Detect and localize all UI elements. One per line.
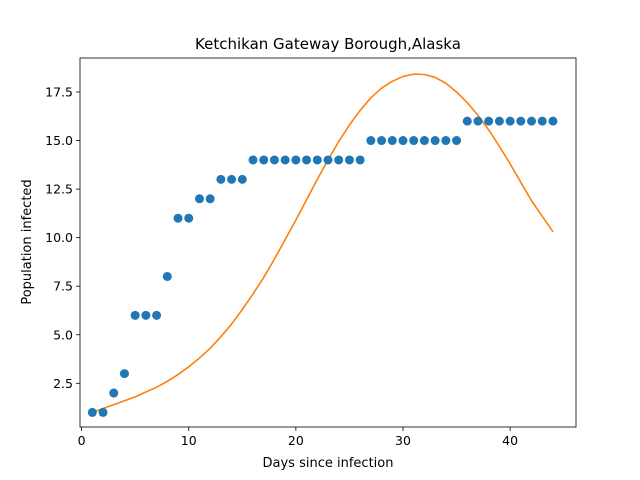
data-point <box>194 194 204 204</box>
x-tick-label: 10 <box>181 433 197 448</box>
data-point <box>162 271 172 281</box>
y-tick-label: 12.5 <box>45 182 73 197</box>
data-point <box>334 155 344 165</box>
data-point <box>494 116 504 126</box>
x-tick-label: 30 <box>395 433 411 448</box>
data-point <box>387 136 397 146</box>
data-point <box>87 407 97 417</box>
data-point <box>323 155 333 165</box>
y-tick-label: 2.5 <box>53 376 73 391</box>
fitted-curve-line <box>92 73 554 414</box>
data-point <box>141 310 151 320</box>
y-tick-label: 7.5 <box>53 279 73 294</box>
x-axis-label: Days since infection <box>263 456 394 471</box>
data-point <box>366 136 376 146</box>
data-point <box>527 116 537 126</box>
data-point <box>302 155 312 165</box>
data-point <box>98 407 108 417</box>
y-axis-ticks: 2.5 5.0 7.5 10.0 12.5 15.0 17.5 <box>45 84 80 391</box>
data-point <box>130 310 140 320</box>
data-point <box>109 388 119 398</box>
data-point <box>473 116 483 126</box>
y-tick-label: 17.5 <box>45 84 73 99</box>
data-point <box>462 116 472 126</box>
data-point <box>441 136 451 146</box>
y-axis-label: Population infected <box>20 179 35 304</box>
data-point <box>119 369 129 379</box>
y-tick-label: 10.0 <box>45 230 73 245</box>
data-point <box>173 213 183 223</box>
data-point <box>409 136 419 146</box>
data-point <box>269 155 279 165</box>
x-axis-ticks: 0 10 20 30 40 <box>78 427 518 448</box>
x-tick-label: 0 <box>78 433 86 448</box>
data-point <box>237 174 247 184</box>
data-point <box>291 155 301 165</box>
data-point <box>227 174 237 184</box>
data-point <box>205 194 215 204</box>
data-point <box>484 116 494 126</box>
plot-layer <box>87 73 558 417</box>
data-point <box>505 116 515 126</box>
data-point <box>312 155 322 165</box>
data-point <box>452 136 462 146</box>
data-point <box>259 155 269 165</box>
x-tick-label: 40 <box>502 433 518 448</box>
data-point <box>344 155 354 165</box>
data-point <box>355 155 365 165</box>
data-point <box>430 136 440 146</box>
data-point <box>377 136 387 146</box>
data-point <box>537 116 547 126</box>
data-point <box>248 155 258 165</box>
data-point <box>419 136 429 146</box>
data-point <box>516 116 526 126</box>
x-tick-label: 20 <box>288 433 304 448</box>
chart-title: Ketchikan Gateway Borough,Alaska <box>195 35 461 53</box>
y-tick-label: 5.0 <box>53 327 73 342</box>
data-point <box>398 136 408 146</box>
data-point <box>548 116 558 126</box>
data-point <box>184 213 194 223</box>
data-point <box>280 155 290 165</box>
plot-frame <box>79 57 577 428</box>
y-tick-label: 15.0 <box>45 133 73 148</box>
data-point <box>152 310 162 320</box>
data-point <box>216 174 226 184</box>
